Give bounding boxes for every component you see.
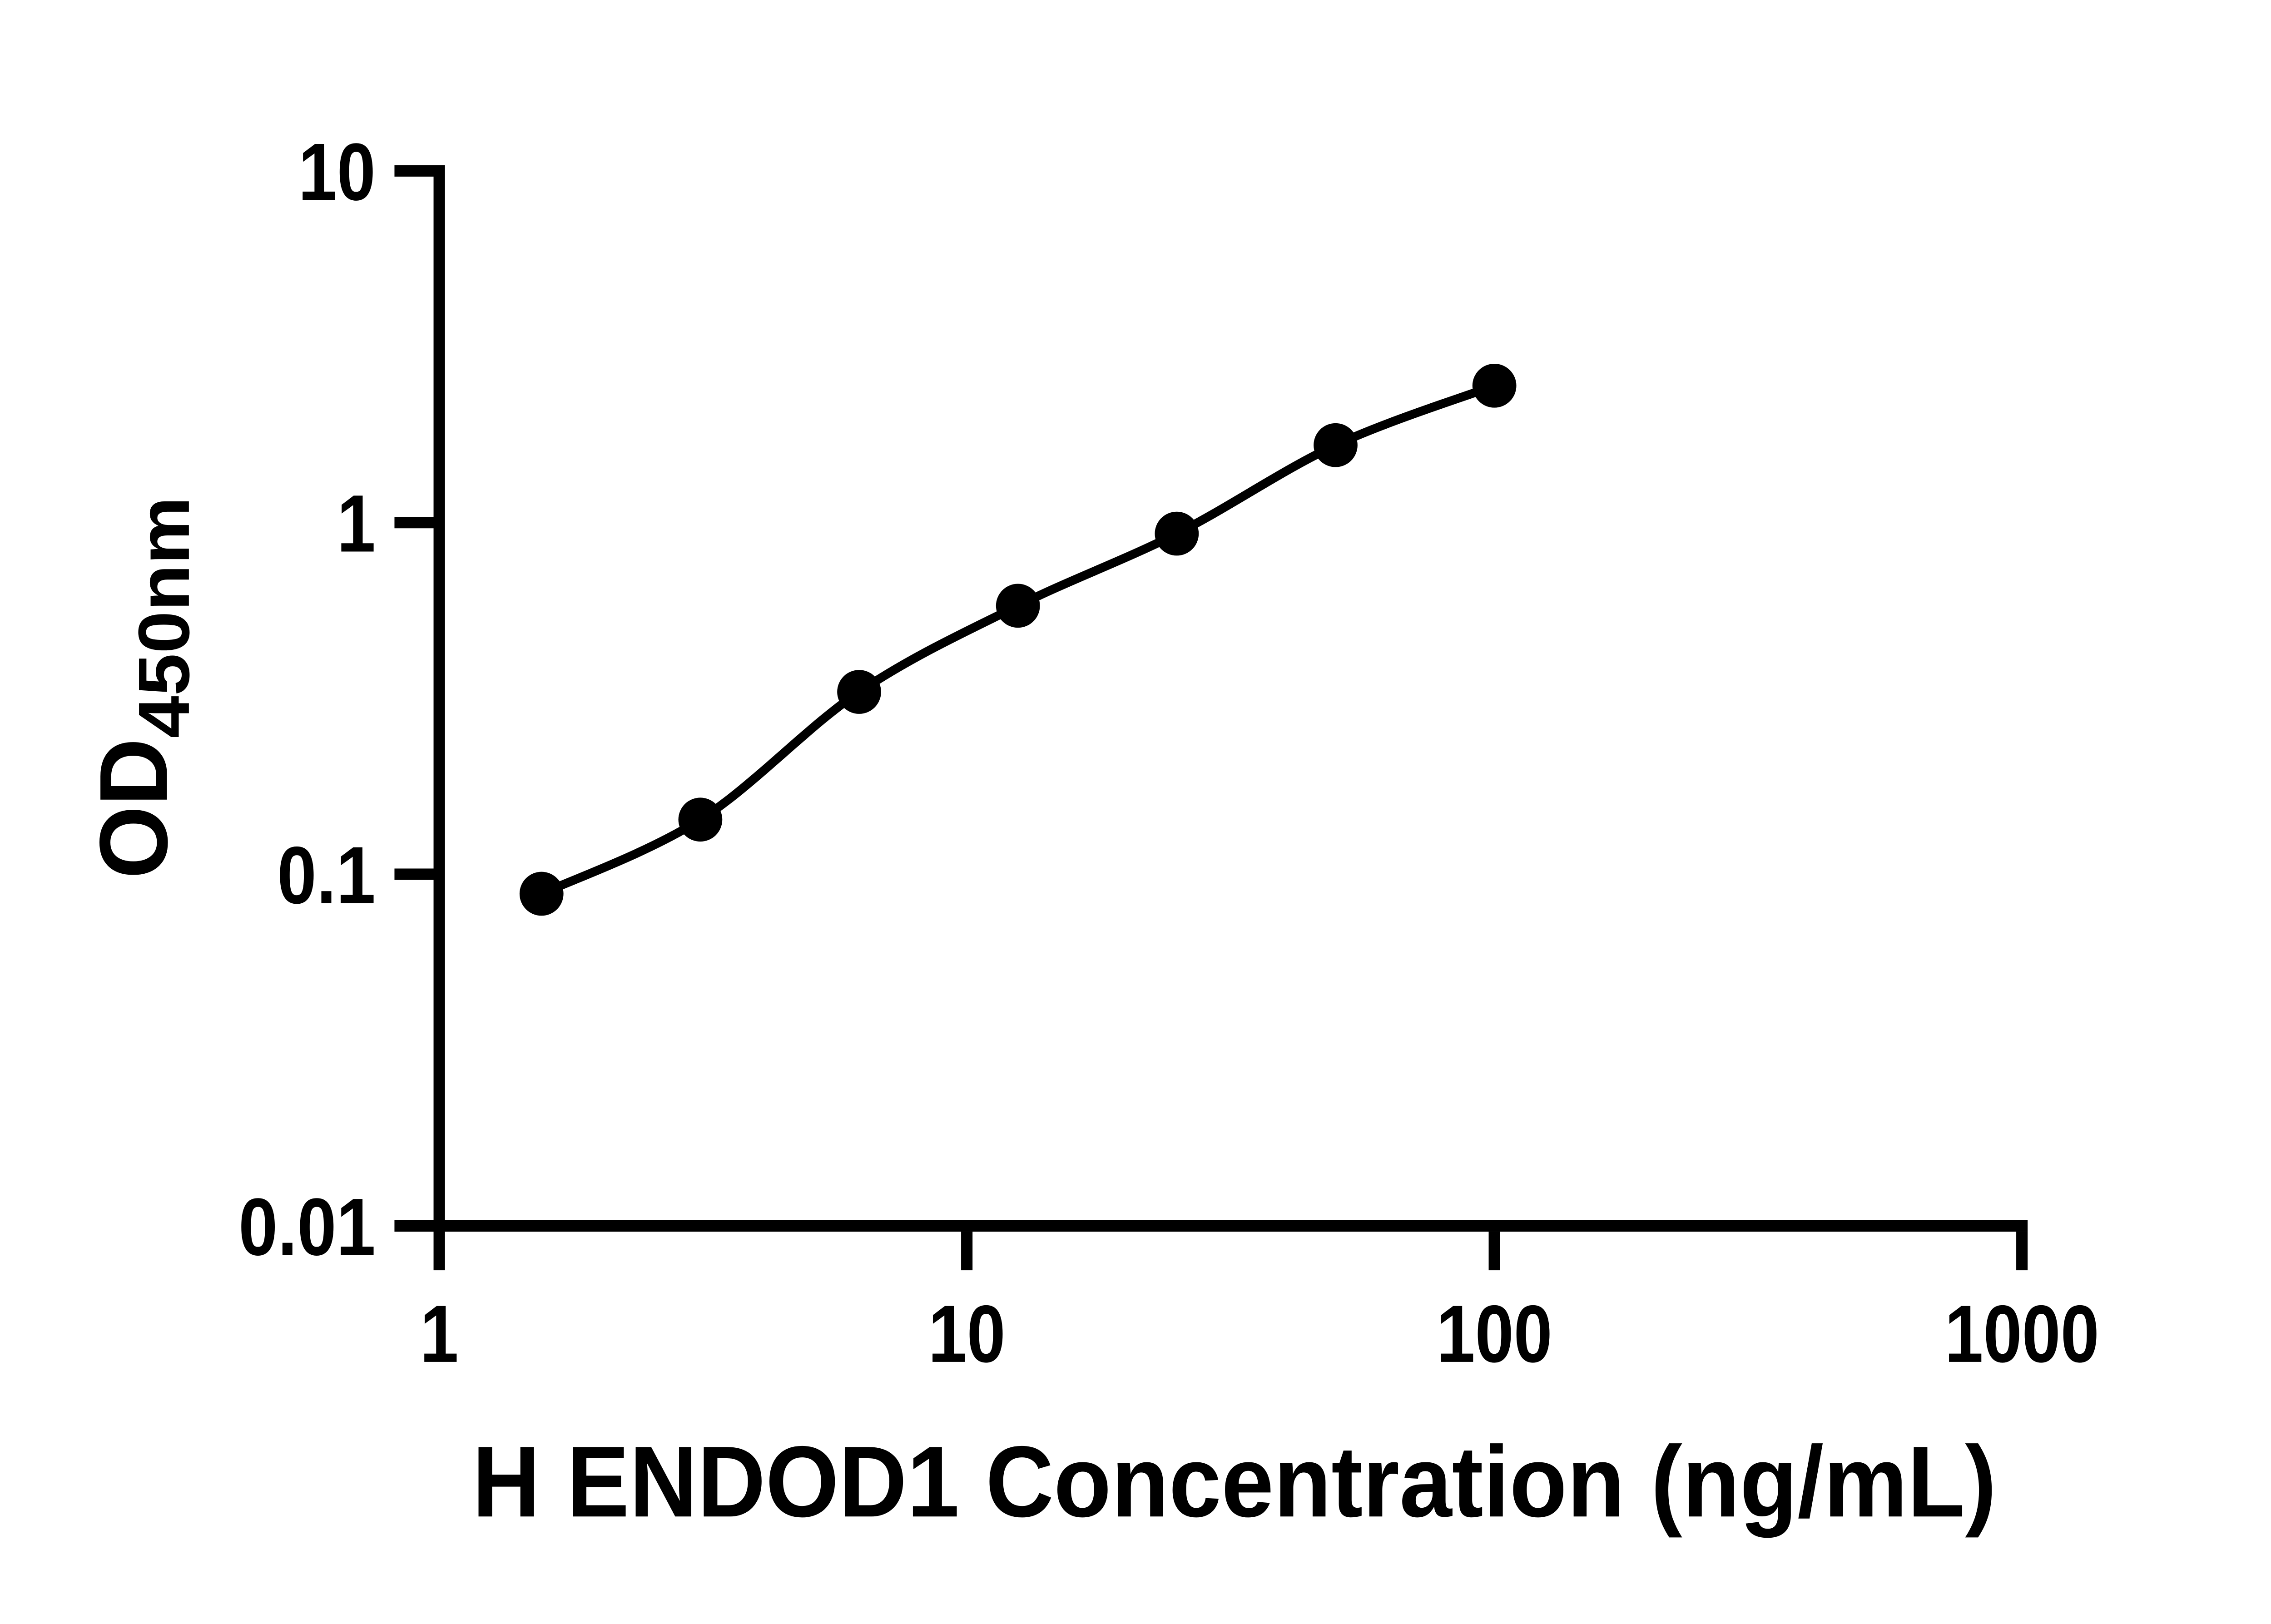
x-tick-label: 100 (1436, 1288, 1552, 1379)
y-tick (394, 517, 434, 529)
data-point (1314, 423, 1358, 467)
y-tick-label: 0.1 (277, 830, 376, 921)
data-point (1155, 511, 1199, 556)
x-tick (433, 1231, 445, 1271)
x-tick-label: 1 (420, 1288, 459, 1379)
x-tick (2016, 1231, 2028, 1271)
x-tick-label: 10 (928, 1288, 1006, 1379)
x-axis-line (394, 1220, 2028, 1232)
y-tick (394, 868, 434, 880)
x-tick (961, 1231, 973, 1271)
x-tick (1488, 1231, 1500, 1271)
x-axis-title: H ENDOD1 Concentration (ng/mL) (472, 1426, 1997, 1538)
y-tick-label: 1 (337, 478, 376, 569)
y-axis-line (433, 165, 445, 1232)
data-point (678, 797, 723, 842)
y-tick (394, 165, 434, 177)
data-point (519, 871, 564, 916)
data-point (996, 584, 1040, 628)
y-tick-label: 0.01 (238, 1181, 376, 1272)
x-tick-label: 1000 (1944, 1288, 2099, 1379)
y-tick-label: 10 (298, 126, 376, 217)
y-axis-title-main: OD (80, 738, 188, 879)
y-axis-title-sub: 450nm (124, 497, 204, 738)
data-point (1472, 363, 1517, 408)
plot-area: 10 1 0.1 0.01 1 10 100 1000 (238, 126, 2099, 1379)
y-axis-title: OD450nm (80, 497, 204, 879)
chart-background (0, 26, 2271, 1598)
y-tick (394, 1220, 434, 1232)
data-point (837, 670, 881, 714)
